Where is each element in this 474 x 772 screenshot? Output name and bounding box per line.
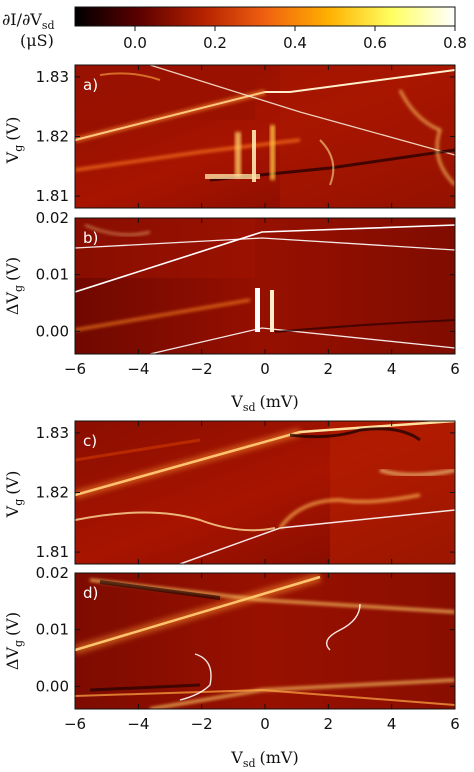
panel-b-ytick-label: 0.01 <box>36 266 69 284</box>
panel-c-features <box>75 421 455 564</box>
panel-b-ylabel: ΔVg(V) <box>3 257 25 315</box>
panel-c-ytick-label: 1.82 <box>36 484 69 502</box>
panel-b-xlabel: Vsd (mV) <box>230 392 298 414</box>
panel-d-xtick-label: 0 <box>260 715 270 733</box>
panel-b-xtick-label: 4 <box>387 360 397 378</box>
panel-b: −6 −4 −2 0 2 4 6 0.00 0.01 0.02 b) <box>36 209 460 378</box>
panel-b-ytick-label: 0.00 <box>36 322 69 340</box>
panel-b-features <box>75 218 455 354</box>
panel-a-ytick-label: 1.82 <box>36 128 69 146</box>
panel-d-features <box>75 573 455 709</box>
panel-a-ylabel: Vg(V) <box>3 117 25 165</box>
panel-d-xtick-label: 2 <box>324 715 334 733</box>
panel-d: −6 −4 −2 0 2 4 6 0.00 0.01 0.02 d) <box>36 564 460 733</box>
colorbar-tick-label: 0.4 <box>283 34 307 52</box>
colorbar: ∂I/∂Vsd (μS) 0.0 0.2 0.4 0.6 0.8 <box>2 6 467 52</box>
panel-b-xtick-label: 2 <box>324 360 334 378</box>
panel-a-ytick-label: 1.81 <box>36 187 69 205</box>
panel-c-label: c) <box>83 432 97 450</box>
colorbar-gradient <box>74 6 456 27</box>
panel-b-xtick-label: −4 <box>127 360 149 378</box>
colorbar-tick-label: 0.6 <box>363 34 387 52</box>
panel-b-ytick-label: 0.02 <box>36 209 69 227</box>
panel-d-xtick-label: −4 <box>127 715 149 733</box>
panel-c-ytick-label: 1.83 <box>36 424 69 442</box>
panel-d-xtick-label: −2 <box>191 715 213 733</box>
panel-d-ytick-label: 0.00 <box>36 677 69 695</box>
colorbar-tick-label: 0.2 <box>203 34 227 52</box>
panel-d-label: d) <box>83 584 98 602</box>
panel-d-xtick-label: −6 <box>64 715 86 733</box>
panel-c: 1.81 1.82 1.83 c) <box>36 420 456 565</box>
panel-a-ytick-label: 1.83 <box>36 68 69 86</box>
panel-c-ylabel: Vg(V) <box>3 471 25 519</box>
panel-d-ytick-label: 0.01 <box>36 621 69 639</box>
panel-d-xlabel: Vsd (mV) <box>230 748 298 770</box>
panel-a: 1.81 1.82 1.83 a) <box>36 64 456 209</box>
panel-d-ylabel: ΔVg(V) <box>3 612 25 670</box>
panel-b-xtick-label: −2 <box>191 360 213 378</box>
panel-d-xtick-label: 6 <box>450 715 460 733</box>
colorbar-unit: (μS) <box>20 31 54 50</box>
panel-c-ytick-label: 1.81 <box>36 543 69 561</box>
panel-b-label: b) <box>83 229 98 247</box>
colorbar-tick-label: 0.0 <box>123 34 147 52</box>
panel-d-xtick-label: 4 <box>387 715 397 733</box>
panel-b-xtick-label: 6 <box>450 360 460 378</box>
colorbar-label: ∂I/∂Vsd <box>2 10 55 32</box>
panel-b-xtick-label: 0 <box>260 360 270 378</box>
panel-d-ytick-label: 0.02 <box>36 564 69 582</box>
panel-a-label: a) <box>83 76 98 94</box>
panel-b-xtick-label: −6 <box>64 360 86 378</box>
panel-a-features <box>75 65 455 208</box>
colorbar-tick-label: 0.8 <box>443 34 467 52</box>
